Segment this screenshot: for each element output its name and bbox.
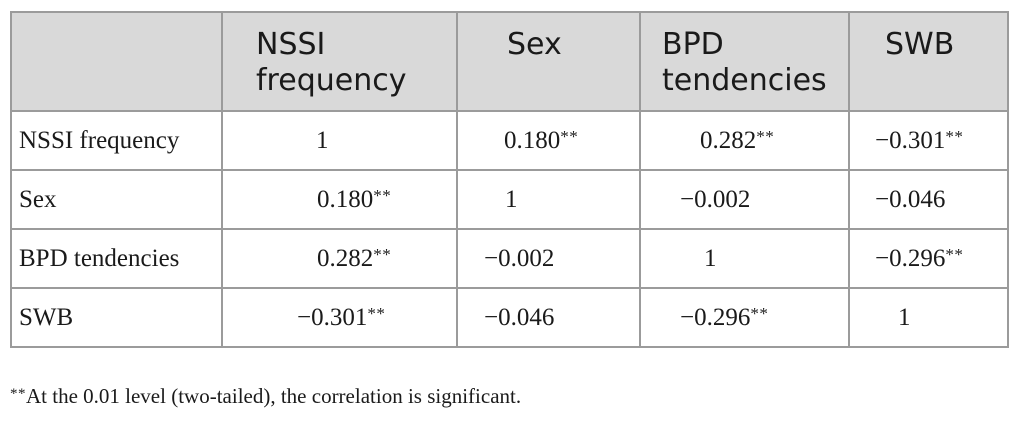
cell-value: 0.282 — [700, 126, 757, 154]
cell-value: −0.301 — [875, 126, 946, 154]
table-cell: 0.282** — [639, 110, 850, 171]
table-row: NSSI frequency 1 0.180** 0.282** −0.301*… — [10, 110, 1009, 171]
column-header-line: Sex — [507, 27, 562, 62]
table-cell: 0.180** — [456, 110, 641, 171]
column-header-line: SWB — [885, 27, 955, 62]
correlation-table-container: NSSI frequency Sex BPD tendencies SWB NS… — [10, 11, 1009, 348]
cell-value: 0.282 — [317, 244, 374, 272]
footnote-stars: ** — [10, 386, 26, 402]
table-cell: −0.296** — [639, 287, 850, 348]
significance-stars: ** — [945, 244, 964, 264]
significance-stars: ** — [945, 126, 964, 146]
correlation-table: NSSI frequency Sex BPD tendencies SWB NS… — [10, 11, 1009, 348]
table-cell: −0.296** — [848, 228, 1009, 289]
column-header-line: NSSI — [256, 27, 326, 62]
table-body: NSSI frequency 1 0.180** 0.282** −0.301*… — [10, 110, 1009, 348]
column-header-sex: Sex — [456, 11, 641, 112]
row-label: Sex — [10, 169, 223, 230]
table-cell: −0.046 — [456, 287, 641, 348]
table-footnote: **At the 0.01 level (two-tailed), the co… — [10, 384, 521, 409]
row-label: SWB — [10, 287, 223, 348]
column-header-line: tendencies — [662, 63, 827, 98]
cell-value: −0.046 — [875, 185, 946, 213]
column-header-line: frequency — [256, 63, 407, 98]
cell-value: −0.296 — [680, 303, 751, 331]
column-header-nssi-frequency: NSSI frequency — [221, 11, 458, 112]
cell-value: −0.002 — [680, 185, 751, 213]
table-cell: 0.180** — [221, 169, 458, 230]
cell-value: −0.046 — [484, 303, 555, 331]
cell-value: −0.002 — [484, 244, 555, 272]
row-label: NSSI frequency — [10, 110, 223, 171]
row-label: BPD tendencies — [10, 228, 223, 289]
cell-value: −0.296 — [875, 244, 946, 272]
table-cell: 1 — [456, 169, 641, 230]
table-row: Sex 0.180** 1 −0.002 −0.046 — [10, 169, 1009, 230]
table-cell: 0.282** — [221, 228, 458, 289]
cell-value: 0.180 — [504, 126, 561, 154]
table-cell: 1 — [221, 110, 458, 171]
significance-stars: ** — [756, 126, 775, 146]
significance-stars: ** — [750, 303, 769, 323]
cell-value: 1 — [505, 185, 518, 213]
cell-value: 1 — [898, 303, 911, 331]
table-cell: −0.301** — [221, 287, 458, 348]
table-cell: −0.002 — [639, 169, 850, 230]
significance-stars: ** — [560, 126, 579, 146]
significance-stars: ** — [373, 185, 392, 205]
cell-value: −0.301 — [297, 303, 368, 331]
table-cell: 1 — [639, 228, 850, 289]
cell-value: 1 — [316, 126, 329, 154]
column-header-swb: SWB — [848, 11, 1009, 112]
significance-stars: ** — [373, 244, 392, 264]
column-header-bpd-tendencies: BPD tendencies — [639, 11, 850, 112]
cell-value: 0.180 — [317, 185, 374, 213]
column-header-line: BPD — [662, 27, 724, 62]
header-row: NSSI frequency Sex BPD tendencies SWB — [10, 11, 1009, 112]
table-header: NSSI frequency Sex BPD tendencies SWB — [10, 11, 1009, 112]
cell-value: 1 — [704, 244, 717, 272]
footnote-text: At the 0.01 level (two-tailed), the corr… — [26, 384, 522, 408]
table-row: SWB −0.301** −0.046 −0.296** 1 — [10, 287, 1009, 348]
table-cell: 1 — [848, 287, 1009, 348]
table-cell: −0.002 — [456, 228, 641, 289]
header-corner-cell — [10, 11, 223, 112]
table-row: BPD tendencies 0.282** −0.002 1 −0.296** — [10, 228, 1009, 289]
table-cell: −0.301** — [848, 110, 1009, 171]
table-cell: −0.046 — [848, 169, 1009, 230]
significance-stars: ** — [367, 303, 386, 323]
